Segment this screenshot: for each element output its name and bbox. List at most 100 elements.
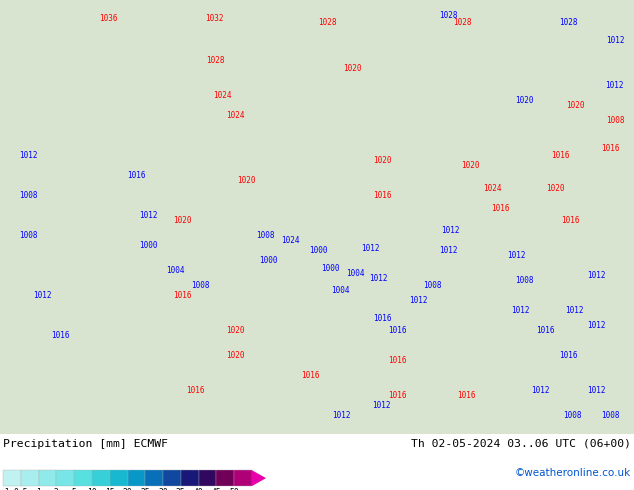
Bar [92,470,110,486]
Text: 1012: 1012 [369,274,387,283]
Text: 1036: 1036 [99,14,117,23]
Text: 10: 10 [87,488,97,490]
Text: 1000: 1000 [321,264,339,273]
Text: 1020: 1020 [566,100,585,110]
Text: 1020: 1020 [546,184,564,193]
Text: 1016: 1016 [127,171,145,180]
Text: 1012: 1012 [439,246,457,255]
Text: 25: 25 [140,488,150,490]
Text: 1016: 1016 [301,371,320,380]
Text: 1020: 1020 [343,64,361,73]
Bar [74,470,92,486]
Bar [127,470,145,486]
Text: 1024: 1024 [281,236,299,245]
Text: 1028: 1028 [559,18,577,26]
Text: 35: 35 [176,488,186,490]
Text: 1016: 1016 [373,191,391,200]
Text: 1008: 1008 [19,191,37,200]
Bar [216,470,234,486]
Text: 1012: 1012 [361,244,379,253]
Text: 1000: 1000 [139,241,157,250]
Text: 1016: 1016 [186,386,204,395]
Text: Th 02-05-2024 03..06 UTC (06+00): Th 02-05-2024 03..06 UTC (06+00) [411,439,631,448]
Text: 1016: 1016 [172,291,191,300]
Polygon shape [252,470,266,486]
Text: 1012: 1012 [511,306,529,315]
Text: 1016: 1016 [388,391,406,400]
Bar [39,470,56,486]
Text: 1016: 1016 [456,391,476,400]
Text: 1016: 1016 [536,326,554,335]
Text: 15: 15 [105,488,115,490]
Text: 1012: 1012 [19,151,37,160]
Text: 1016: 1016 [373,314,391,323]
Text: 1008: 1008 [515,276,533,285]
Bar [21,470,39,486]
Text: 1012: 1012 [372,401,391,410]
Text: 1012: 1012 [441,226,459,235]
Bar [110,470,127,486]
Text: 1012: 1012 [531,386,549,395]
Polygon shape [0,0,634,434]
Text: 1012: 1012 [605,36,624,45]
Text: Precipitation [mm] ECMWF: Precipitation [mm] ECMWF [3,439,168,448]
Text: 1016: 1016 [388,326,406,335]
Text: 1016: 1016 [551,151,569,160]
Text: ©weatheronline.co.uk: ©weatheronline.co.uk [515,468,631,478]
Text: 1032: 1032 [205,14,223,23]
Bar [145,470,163,486]
Bar [234,470,252,486]
Text: 1020: 1020 [373,156,391,165]
Text: 1020: 1020 [226,351,244,360]
Text: 1012: 1012 [586,271,605,280]
Text: 1024: 1024 [226,111,244,120]
Text: 1: 1 [36,488,41,490]
Text: 1020: 1020 [172,216,191,225]
Bar [56,470,74,486]
Text: 1016: 1016 [491,204,509,213]
Text: 0.5: 0.5 [13,488,28,490]
Text: 1000: 1000 [309,246,327,255]
Text: 30: 30 [158,488,168,490]
Text: 1004: 1004 [346,269,365,278]
Text: 1020: 1020 [461,161,479,170]
Text: 40: 40 [194,488,204,490]
Text: 1008: 1008 [563,411,581,420]
Text: 1008: 1008 [256,231,275,240]
Text: 1028: 1028 [206,55,224,65]
Text: 1008: 1008 [605,116,624,124]
Text: 1012: 1012 [33,291,51,300]
Text: 20: 20 [122,488,133,490]
Text: 1012: 1012 [586,386,605,395]
Text: 1012: 1012 [565,306,583,315]
Text: 1028: 1028 [439,10,457,20]
Text: 1008: 1008 [191,281,209,290]
Text: 2: 2 [54,488,59,490]
Text: 1000: 1000 [259,256,277,265]
Bar [181,470,198,486]
Text: 50: 50 [230,488,239,490]
Text: 1016: 1016 [601,144,619,153]
Text: 1012: 1012 [139,211,157,220]
Text: 45: 45 [212,488,221,490]
Text: 0.1: 0.1 [0,488,10,490]
Text: 5: 5 [72,488,77,490]
Text: 1028: 1028 [453,18,471,26]
Bar [163,470,181,486]
Text: 1004: 1004 [331,286,349,295]
Text: 1028: 1028 [318,18,336,26]
Text: 1024: 1024 [482,184,501,193]
Text: 1008: 1008 [19,231,37,240]
Text: 1008: 1008 [601,411,619,420]
Text: 1008: 1008 [423,281,441,290]
Text: 1016: 1016 [388,356,406,365]
Text: 1016: 1016 [560,216,579,225]
Text: 1020: 1020 [226,326,244,335]
Bar [3,470,21,486]
Text: 1012: 1012 [507,251,525,260]
Text: 1012: 1012 [586,321,605,330]
Text: 1012: 1012 [409,296,427,305]
Bar [198,470,216,486]
Text: 1020: 1020 [236,176,256,185]
Text: 1012: 1012 [605,81,623,90]
